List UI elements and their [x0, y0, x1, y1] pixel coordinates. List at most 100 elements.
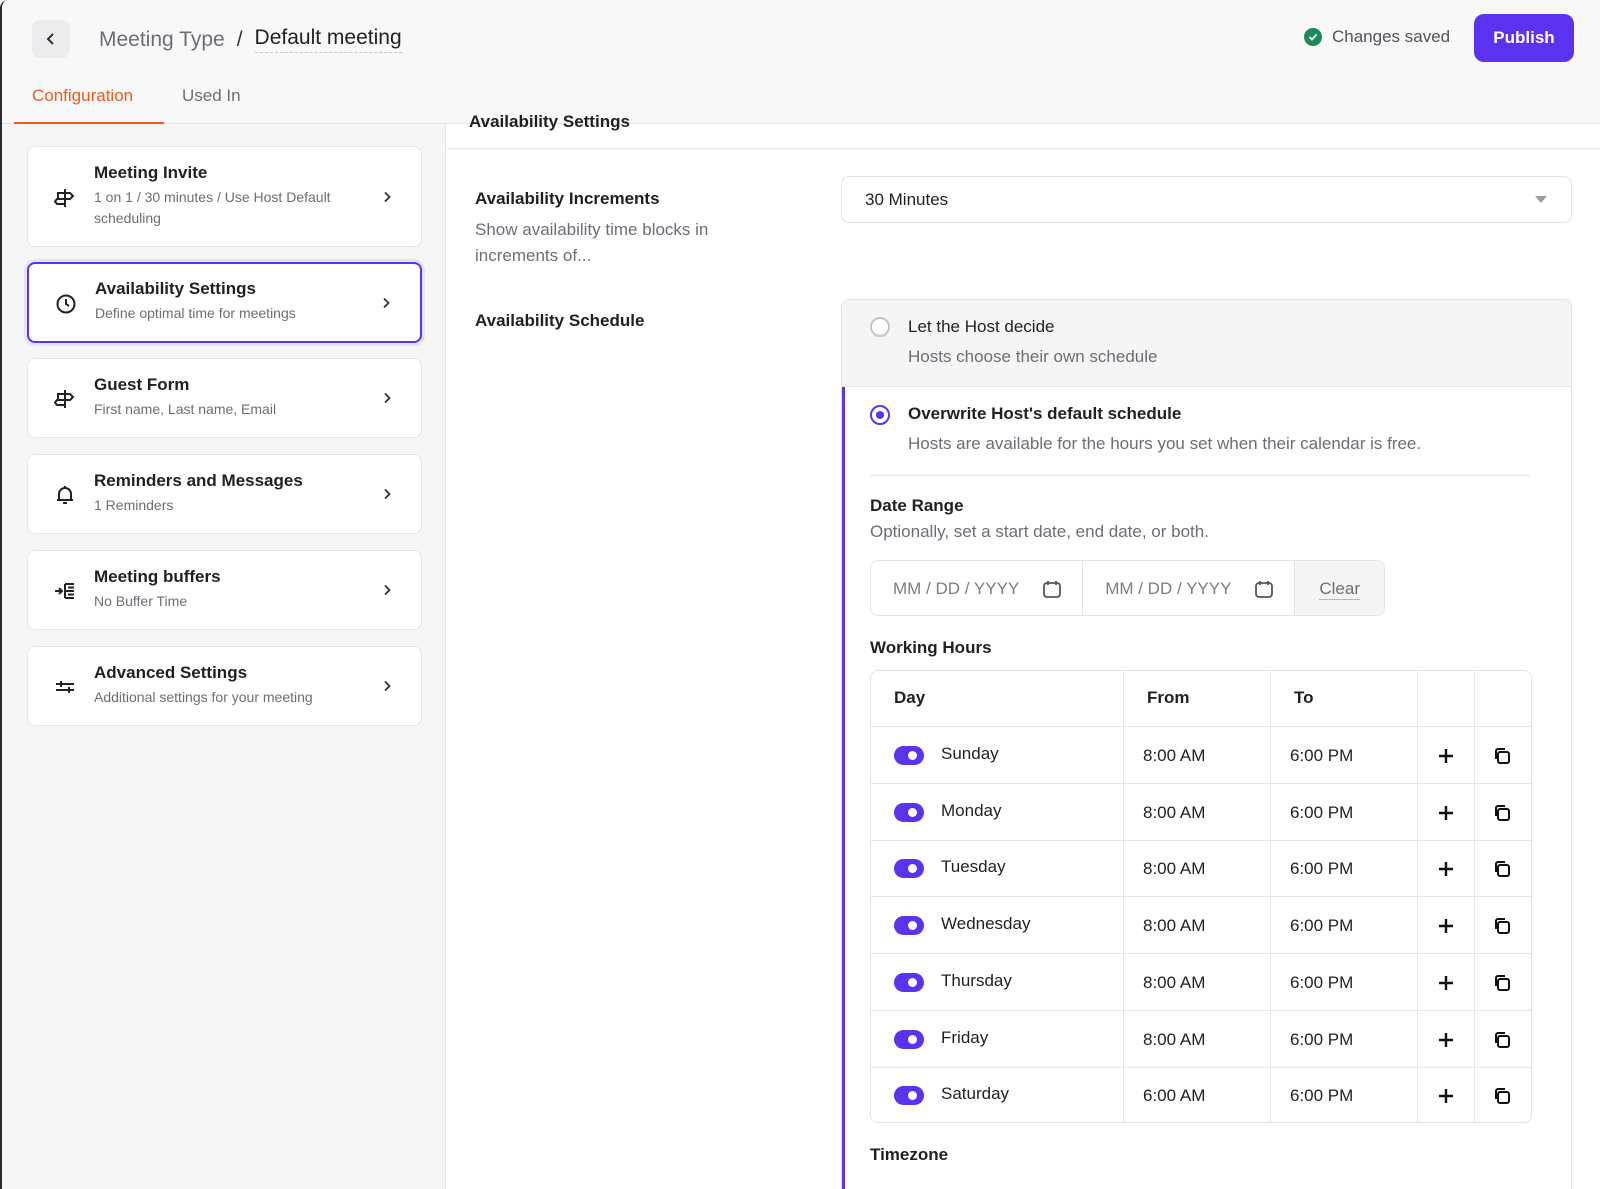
working-hours-table: Day From To Sunday 8:00 AM 6:00 PM Monday 8:… — [870, 670, 1532, 1123]
add-time-button[interactable] — [1435, 915, 1457, 937]
to-time[interactable]: 6:00 PM — [1290, 802, 1354, 822]
start-date-input[interactable]: MM / DD / YYYY — [871, 561, 1084, 615]
section-title: Availability Settings — [469, 112, 630, 131]
increments-select-value: 30 Minutes — [865, 189, 949, 209]
from-time[interactable]: 6:00 AM — [1143, 1086, 1206, 1106]
sidebar-card-reminders[interactable]: Reminders and Messages 1 Reminders — [27, 454, 422, 534]
to-time[interactable]: 6:00 PM — [1290, 972, 1354, 992]
day-enabled-toggle[interactable] — [894, 916, 924, 936]
day-enabled-toggle[interactable] — [894, 1086, 924, 1106]
clear-dates-button[interactable]: Clear — [1295, 561, 1384, 615]
option-description: Hosts choose their own schedule — [908, 347, 1158, 366]
copy-times-button[interactable] — [1491, 972, 1513, 994]
day-enabled-toggle[interactable] — [894, 972, 924, 992]
sidebar-card-availability-settings[interactable]: Availability Settings Define optimal tim… — [27, 262, 422, 343]
table-row: Tuesday 8:00 AM 6:00 PM — [871, 840, 1531, 898]
copy-times-button[interactable] — [1491, 745, 1513, 767]
chevron-right-icon — [384, 392, 391, 404]
table-row: Monday 8:00 AM 6:00 PM — [871, 784, 1531, 841]
increments-label: Availability Increments — [475, 189, 660, 208]
day-name: Sunday — [941, 744, 999, 763]
add-time-button[interactable] — [1435, 1029, 1457, 1051]
timezone-title: Timezone — [870, 1145, 949, 1164]
chevron-right-icon — [384, 680, 391, 692]
tab-configuration[interactable]: Configuration — [14, 86, 164, 124]
caret-down-icon — [1535, 196, 1547, 203]
copy-icon — [1495, 804, 1510, 821]
sidebar-card-advanced-settings[interactable]: Advanced Settings Additional settings fo… — [27, 646, 422, 726]
check-circle-icon — [1304, 28, 1322, 46]
add-time-button[interactable] — [1435, 802, 1457, 824]
publish-button[interactable]: Publish — [1474, 14, 1574, 62]
add-time-button[interactable] — [1435, 858, 1457, 880]
calendar-icon[interactable] — [1254, 579, 1274, 599]
selected-indicator-bar — [842, 387, 845, 1189]
copy-times-button[interactable] — [1491, 1085, 1513, 1107]
table-row: Thursday 8:00 AM 6:00 PM — [871, 954, 1531, 1011]
option-description: Hosts are available for the hours you se… — [908, 434, 1422, 453]
end-date-input[interactable]: MM / DD / YYYY — [1083, 561, 1296, 615]
copy-times-button[interactable] — [1491, 858, 1513, 880]
radio-let-host-decide[interactable] — [870, 317, 890, 337]
to-time[interactable]: 6:00 PM — [1290, 916, 1354, 936]
day-enabled-toggle[interactable] — [894, 802, 924, 822]
day-name: Friday — [941, 1027, 989, 1047]
end-date-placeholder: MM / DD / YYYY — [1105, 579, 1232, 598]
chevron-left-icon — [46, 33, 54, 45]
clear-label: Clear — [1319, 578, 1360, 600]
option-let-host-decide[interactable]: Let the Host decide Hosts choose their o… — [842, 300, 1571, 387]
copy-times-button[interactable] — [1491, 802, 1513, 824]
day-name: Tuesday — [941, 857, 1006, 877]
plus-icon — [1439, 1032, 1453, 1047]
from-time[interactable]: 8:00 AM — [1143, 859, 1206, 879]
back-button[interactable] — [32, 20, 70, 58]
day-enabled-toggle[interactable] — [894, 746, 924, 765]
chevron-right-icon — [384, 488, 391, 500]
to-time[interactable]: 6:00 PM — [1290, 859, 1354, 879]
copy-times-button[interactable] — [1491, 915, 1513, 937]
sidebar-card-meeting-invite[interactable]: Meeting Invite 1 on 1 / 30 minutes / Use… — [27, 146, 422, 247]
radio-overwrite-host-schedule[interactable] — [870, 405, 890, 425]
calendar-icon[interactable] — [1042, 579, 1062, 599]
copy-times-button[interactable] — [1491, 1029, 1513, 1051]
from-time[interactable]: 8:00 AM — [1143, 746, 1206, 765]
card-title: Advanced Settings — [94, 663, 248, 682]
card-subtitle: Additional settings for your meeting — [94, 689, 313, 705]
start-date-placeholder: MM / DD / YYYY — [893, 579, 1020, 598]
from-time[interactable]: 8:00 AM — [1143, 1029, 1206, 1049]
sidebar-card-meeting-buffers[interactable]: Meeting buffers No Buffer Time — [27, 550, 422, 630]
to-time[interactable]: 6:00 PM — [1290, 746, 1354, 765]
option-title[interactable]: Overwrite Host's default schedule — [908, 404, 1182, 423]
bell-icon — [57, 486, 73, 504]
copy-icon — [1495, 1088, 1510, 1105]
breadcrumb-parent[interactable]: Meeting Type — [99, 27, 225, 51]
breadcrumb-current[interactable]: Default meeting — [254, 26, 402, 53]
to-time[interactable]: 6:00 PM — [1290, 1029, 1354, 1049]
column-header-to: To — [1294, 688, 1314, 707]
day-name: Wednesday — [941, 914, 1031, 934]
add-time-button[interactable] — [1435, 972, 1457, 994]
table-row: Sunday 8:00 AM 6:00 PM — [871, 727, 1531, 784]
plus-icon — [1439, 862, 1453, 877]
add-time-button[interactable] — [1435, 1085, 1457, 1107]
divider — [447, 148, 1600, 149]
chevron-right-icon — [383, 297, 390, 309]
table-row: Friday 8:00 AM 6:00 PM — [871, 1011, 1531, 1068]
day-name: Monday — [941, 800, 1002, 820]
from-time[interactable]: 8:00 AM — [1143, 916, 1206, 936]
to-time[interactable]: 6:00 PM — [1290, 1086, 1354, 1106]
increments-select[interactable]: 30 Minutes — [841, 176, 1572, 223]
sliders-icon — [56, 681, 74, 693]
from-time[interactable]: 8:00 AM — [1143, 802, 1206, 822]
from-time[interactable]: 8:00 AM — [1143, 972, 1206, 992]
add-time-button[interactable] — [1435, 745, 1457, 767]
day-enabled-toggle[interactable] — [894, 1029, 924, 1049]
top-header: Meeting Type / Default meeting Changes s… — [2, 0, 1600, 124]
sidebar-card-guest-form[interactable]: Guest Form First name, Last name, Email — [27, 358, 422, 438]
date-range-title: Date Range — [870, 496, 964, 515]
tab-used-in[interactable]: Used In — [182, 86, 241, 105]
column-header-day: Day — [894, 688, 926, 707]
card-title: Reminders and Messages — [94, 471, 303, 490]
day-enabled-toggle[interactable] — [894, 859, 924, 879]
